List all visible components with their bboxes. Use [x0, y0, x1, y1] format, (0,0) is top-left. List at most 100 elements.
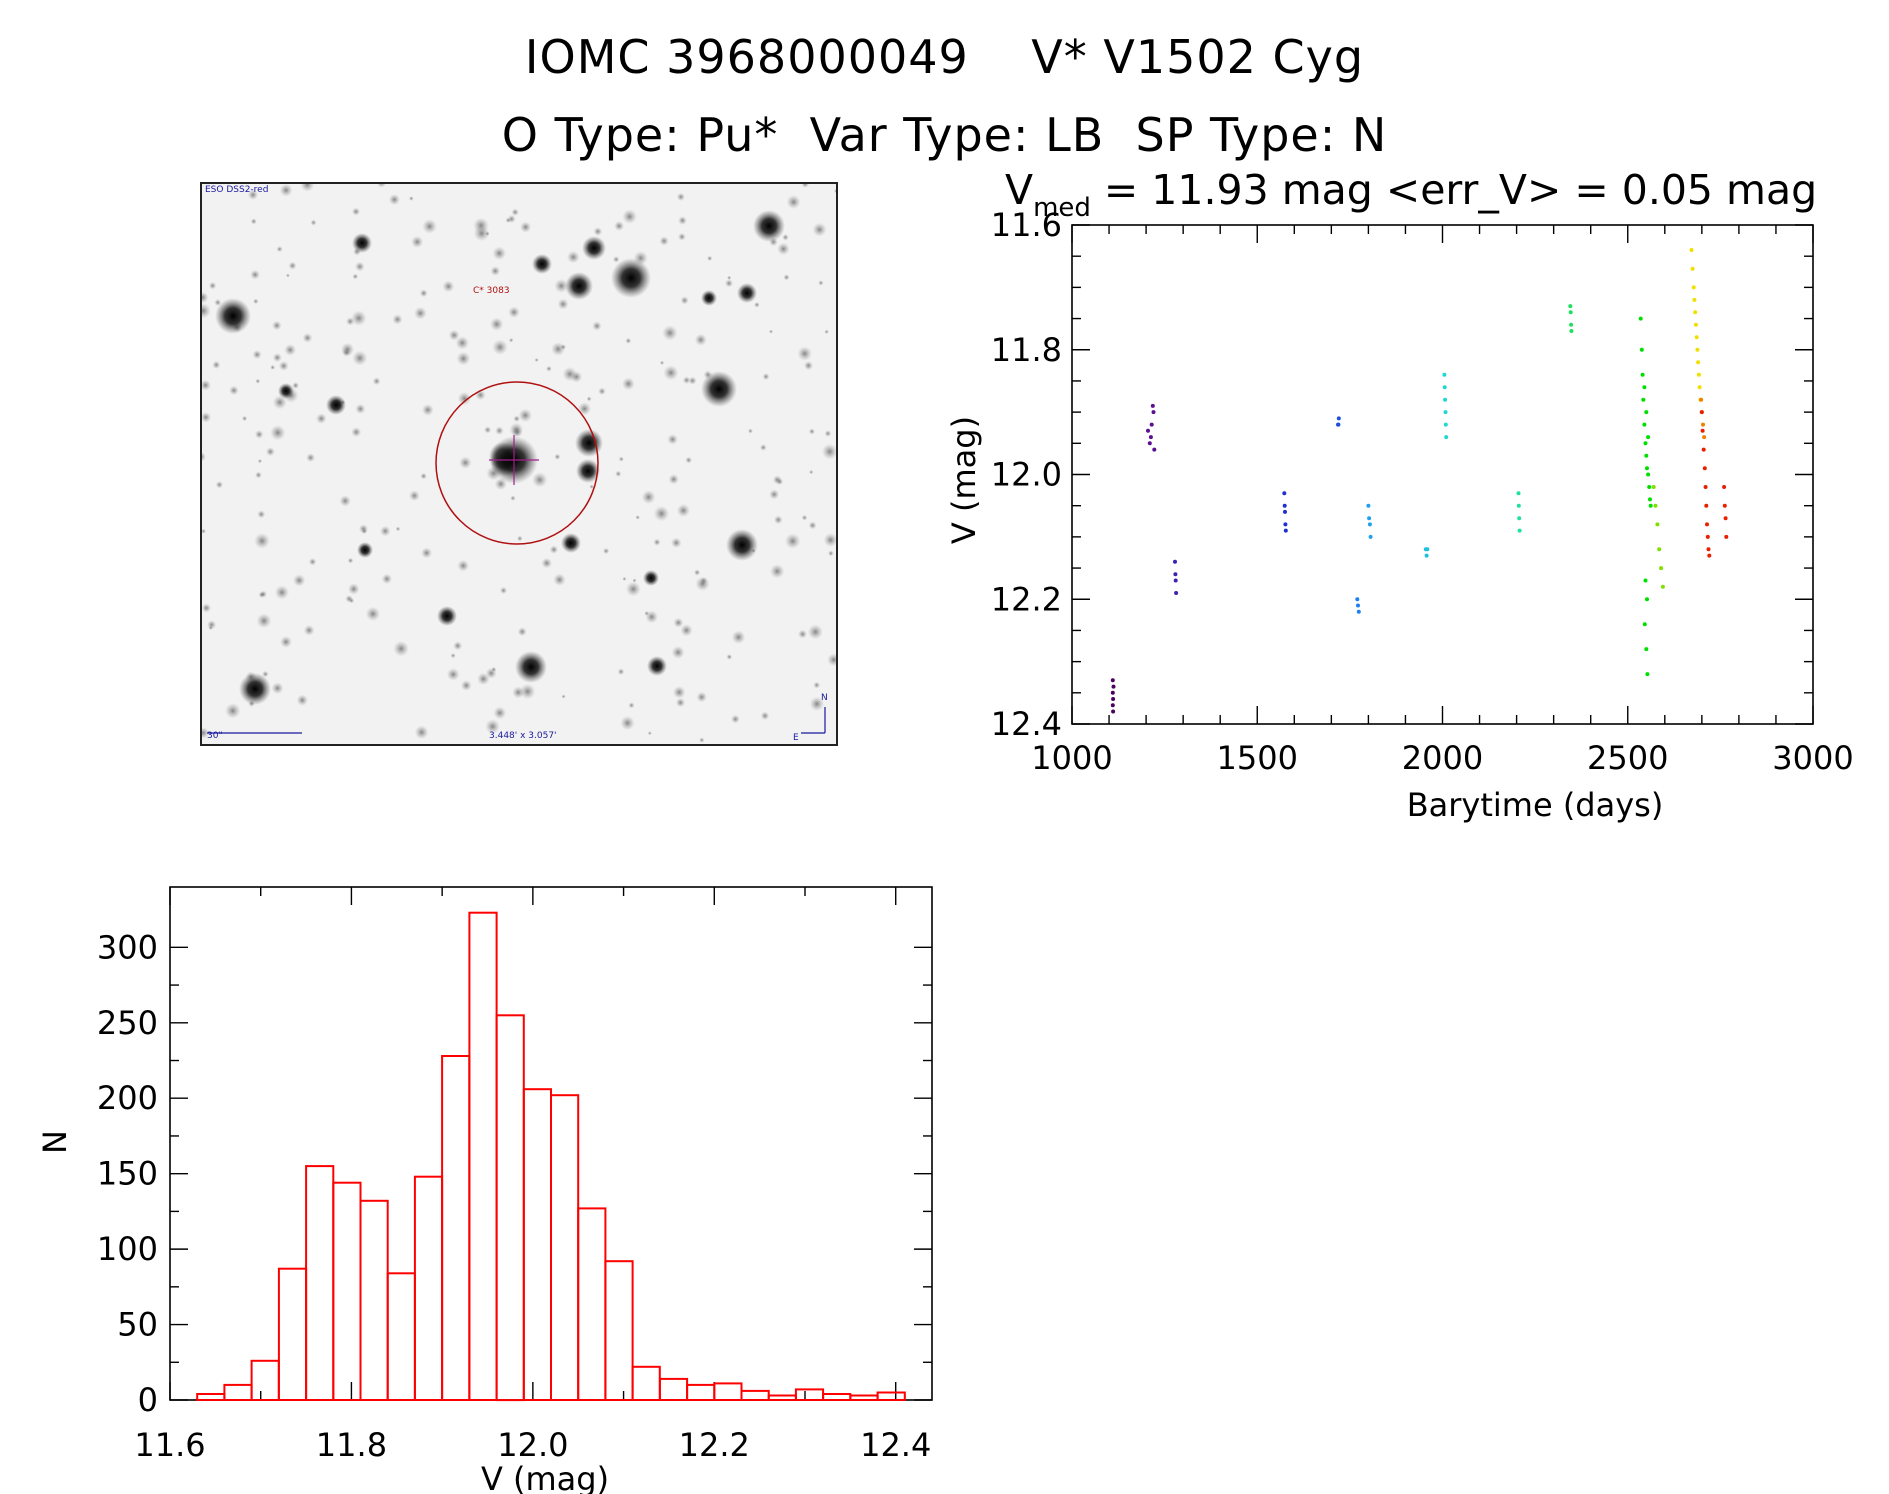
background-star	[208, 281, 217, 290]
data-point	[1638, 316, 1643, 321]
background-star	[351, 207, 361, 216]
background-star	[491, 666, 497, 673]
background-star	[635, 515, 640, 520]
background-star	[625, 581, 641, 597]
field-star	[565, 272, 593, 300]
background-star	[272, 395, 287, 410]
data-point	[1151, 410, 1156, 415]
background-star	[421, 404, 434, 416]
background-star	[801, 514, 808, 521]
histogram-bar	[740, 1389, 770, 1402]
histogram-bar	[631, 1365, 661, 1402]
data-point	[1111, 697, 1116, 701]
field-star	[532, 254, 552, 274]
data-point	[1696, 360, 1701, 365]
field-star	[575, 429, 603, 457]
field-star	[326, 395, 346, 415]
histogram-bar	[794, 1388, 825, 1402]
background-star	[342, 348, 351, 357]
light-curve-chart: Vmed = 11.93 mag <err_V> = 0.05 mag 1000…	[945, 166, 1854, 824]
background-star	[495, 426, 504, 435]
data-point	[1644, 647, 1649, 652]
histogram-bar	[332, 1181, 362, 1401]
background-star	[347, 557, 354, 564]
background-star	[490, 317, 504, 331]
data-point	[1643, 578, 1648, 583]
background-star	[201, 603, 212, 613]
background-star	[561, 694, 566, 699]
y-tick-label: 12.2	[991, 580, 1062, 618]
background-star	[409, 490, 420, 502]
background-star	[546, 365, 552, 372]
background-star	[724, 279, 734, 288]
background-star	[663, 365, 679, 381]
data-point	[1443, 397, 1448, 402]
background-star	[511, 208, 519, 216]
data-point	[1653, 503, 1658, 508]
background-star	[414, 725, 429, 740]
data-point	[1444, 435, 1449, 440]
field-star	[576, 459, 600, 483]
background-star	[355, 403, 366, 414]
background-star	[567, 250, 580, 264]
background-star	[274, 585, 289, 600]
data-point	[1691, 285, 1696, 290]
background-star	[457, 391, 472, 406]
background-star	[768, 329, 774, 334]
y-tick-label: 0	[138, 1381, 158, 1419]
background-star	[682, 376, 691, 384]
field-star	[701, 371, 737, 407]
background-star	[252, 350, 262, 360]
background-star	[773, 515, 783, 525]
data-point	[1173, 559, 1177, 564]
background-star	[641, 490, 656, 504]
y-tick-label: 200	[97, 1079, 158, 1117]
background-star	[592, 321, 602, 331]
x-tick-label: 11.8	[316, 1426, 387, 1464]
background-star	[671, 537, 682, 549]
background-star	[510, 495, 516, 501]
background-star	[492, 339, 508, 355]
background-star	[807, 624, 824, 640]
background-star	[229, 385, 239, 396]
background-star	[278, 360, 289, 371]
data-point	[1644, 453, 1649, 458]
background-star	[254, 533, 270, 549]
background-star	[676, 503, 690, 518]
background-star	[680, 624, 693, 637]
background-star	[395, 526, 401, 532]
background-star	[247, 189, 259, 200]
background-star	[518, 408, 533, 423]
background-star	[250, 269, 260, 280]
page-title: IOMC 3968000049 V* V1502 Cyg	[524, 30, 1365, 84]
background-star	[685, 456, 693, 464]
data-point	[1639, 347, 1644, 352]
background-star	[201, 528, 206, 534]
background-star	[762, 373, 770, 381]
background-star	[813, 681, 821, 689]
data-point	[1645, 466, 1649, 471]
histogram-bar	[604, 1260, 634, 1401]
data-point	[1283, 509, 1287, 514]
data-point	[1693, 310, 1698, 315]
histogram-bar	[196, 1393, 226, 1401]
background-star	[288, 261, 297, 270]
data-point	[1699, 397, 1704, 402]
data-point	[1692, 297, 1697, 302]
data-point	[1443, 422, 1448, 427]
background-star	[201, 452, 206, 462]
histogram-bar	[250, 1359, 280, 1402]
background-star	[824, 329, 829, 335]
background-star	[284, 344, 297, 356]
y-tick-label: 11.6	[991, 206, 1062, 244]
background-star	[270, 364, 276, 370]
target-circle	[435, 381, 599, 545]
histogram-bar	[686, 1383, 716, 1402]
background-star	[586, 396, 592, 402]
background-star	[693, 569, 701, 576]
background-star	[492, 246, 507, 261]
data-point	[1647, 485, 1652, 489]
background-star	[201, 291, 209, 304]
data-point	[1702, 466, 1707, 471]
